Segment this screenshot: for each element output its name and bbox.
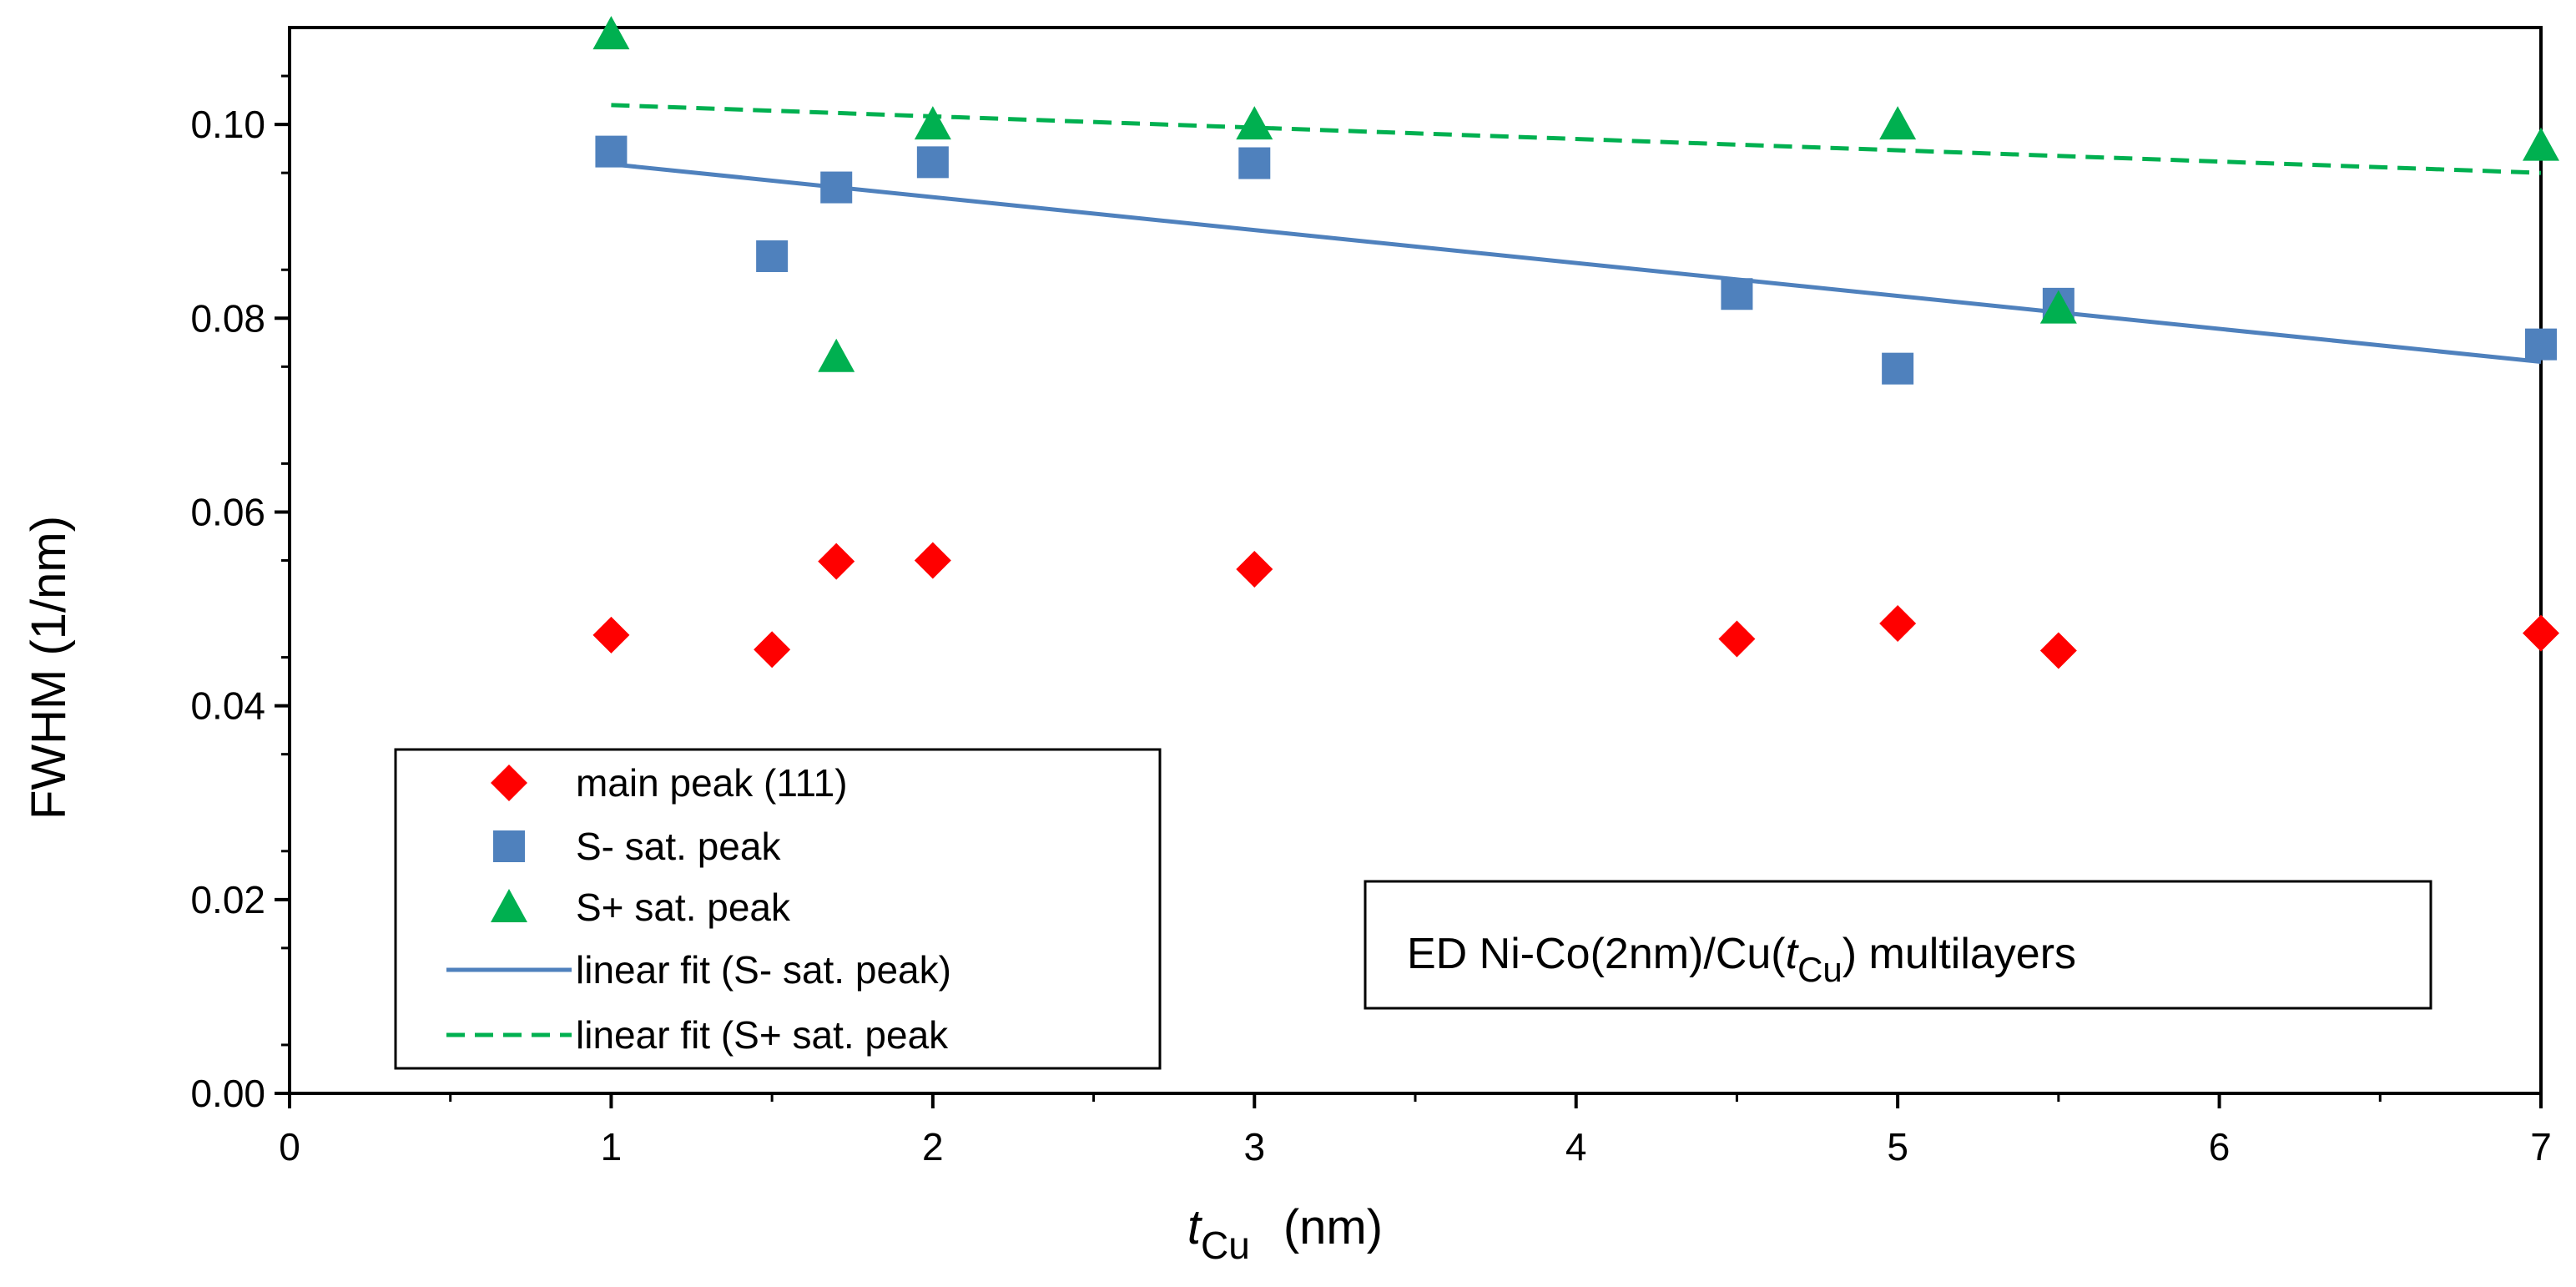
legend-entries: main peak (111) S- sat. peak S+ sat. peak l… xyxy=(446,761,951,1057)
legend-symbol-square xyxy=(493,830,525,862)
main-peak-point xyxy=(914,542,951,579)
s-minus-point xyxy=(916,146,949,179)
legend-label: S- sat. peak xyxy=(576,825,781,868)
s-plus-point xyxy=(1879,106,1917,140)
main-peak-point xyxy=(2039,632,2077,669)
s-plus-point xyxy=(818,338,855,372)
y-tick-label: 0.04 xyxy=(190,684,265,728)
main-peak-point xyxy=(1879,604,1917,642)
x-tick-label: 1 xyxy=(601,1125,623,1168)
x-tick-label: 0 xyxy=(279,1125,300,1168)
s-minus-point xyxy=(756,240,789,272)
x-tick-label: 3 xyxy=(1243,1125,1265,1168)
main-peak-point xyxy=(2523,614,2559,652)
main-peak-point xyxy=(592,616,630,654)
x-tick-label: 5 xyxy=(1887,1125,1908,1168)
annotation-sub: Cu xyxy=(1797,950,1843,989)
x-tick-label: 2 xyxy=(922,1125,944,1168)
main-peak-point xyxy=(1718,620,1756,658)
annotation: ED Ni-Co(2nm)/Cu(tCu) multilayers xyxy=(1364,880,2432,1010)
s-minus-point xyxy=(1721,278,1753,310)
s-minus-point xyxy=(820,171,853,204)
y-tick-label: 0.00 xyxy=(190,1072,265,1115)
s-plus-point xyxy=(914,106,951,140)
legend-label: main peak (111) xyxy=(576,761,848,805)
annotation-suffix: ) multilayers xyxy=(1843,930,2076,978)
fit-lines xyxy=(611,103,2542,365)
y-tick-label: 0.02 xyxy=(190,878,265,921)
legend-label: linear fit (S- sat. peak) xyxy=(576,948,951,992)
y-tick-label: 0.10 xyxy=(190,103,265,146)
fit-line-s-minus xyxy=(611,162,2542,365)
axes: 0 1 2 3 4 5 6 7 0.00 0.02 0.04 0.06 0.08 0.10 xyxy=(190,26,2552,1168)
legend-label: S+ sat. peak xyxy=(576,886,791,929)
x-tick-label: 4 xyxy=(1565,1125,1587,1168)
x-tick-label: 7 xyxy=(2530,1125,2552,1168)
y-tick-label: 0.08 xyxy=(190,296,265,340)
x-axis-title-sub: Cu xyxy=(1201,1224,1250,1267)
legend-box xyxy=(394,748,1162,1070)
data-points xyxy=(592,16,2559,669)
x-axis-title: tCu (nm) xyxy=(1187,1200,1383,1267)
s-plus-point xyxy=(2039,290,2077,324)
annotation-var: t xyxy=(1786,930,1800,978)
s-minus-point xyxy=(2525,328,2557,361)
annotation-box xyxy=(1364,880,2432,1010)
legend: main peak (111) S- sat. peak S+ sat. peak l… xyxy=(394,748,1162,1070)
annotation-prefix: ED Ni-Co(2nm)/Cu( xyxy=(1407,930,1786,978)
y-tick-label: 0.06 xyxy=(190,490,265,533)
y-axis-title: FWHM (1/nm) xyxy=(22,516,76,820)
s-plus-point xyxy=(592,16,630,50)
main-peak-point xyxy=(1236,550,1273,588)
legend-symbol-diamond xyxy=(491,765,527,801)
s-minus-point xyxy=(595,135,628,168)
legend-symbol-triangle xyxy=(491,889,527,922)
fit-line-s-plus xyxy=(611,103,2542,175)
main-peak-point xyxy=(818,543,855,580)
annotation-text: ED Ni-Co(2nm)/Cu(tCu) multilayers xyxy=(1407,930,2076,989)
x-axis-title-var: t xyxy=(1187,1200,1203,1254)
legend-label: linear fit (S+ sat. peak xyxy=(576,1013,949,1057)
x-tick-label: 6 xyxy=(2209,1125,2231,1168)
main-peak-point xyxy=(754,631,791,669)
s-plus-point xyxy=(1236,106,1273,140)
s-minus-point xyxy=(1882,352,1914,385)
x-axis-title-unit: (nm) xyxy=(1283,1200,1383,1254)
s-plus-point xyxy=(2523,127,2559,161)
s-minus-point xyxy=(1238,147,1271,179)
